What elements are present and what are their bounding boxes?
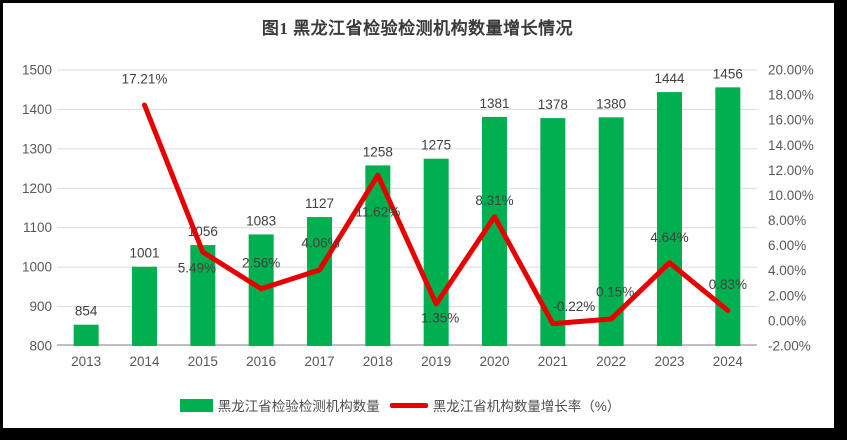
bar-series-label: 黑龙江省检验检测机构数量 <box>217 399 380 414</box>
left-axis-tick: 1100 <box>23 220 52 235</box>
left-axis-tick: 1500 <box>22 63 52 78</box>
x-axis-tick: 2013 <box>71 354 101 369</box>
left-axis-tick: 1300 <box>22 141 52 156</box>
bar <box>657 92 682 346</box>
x-axis-tick: 2017 <box>304 354 334 369</box>
left-axis-tick: 900 <box>29 299 52 314</box>
x-axis-tick: 2018 <box>363 354 393 369</box>
right-axis-tick: 10.00% <box>768 188 814 203</box>
line-value-label: 1.35% <box>421 310 459 325</box>
right-axis-tick: 12.00% <box>768 163 814 178</box>
right-axis-tick: 6.00% <box>768 238 806 253</box>
x-axis-tick: 2024 <box>713 354 744 369</box>
chart-background <box>3 3 834 428</box>
bar-value-label: 1381 <box>479 96 509 111</box>
chart-title: 图1 黑龙江省检验检测机构数量增长情况 <box>261 19 574 38</box>
bar-value-label: 1380 <box>596 96 626 111</box>
bar <box>73 324 99 346</box>
chart-legend: 黑龙江省检验检测机构数量 黑龙江省机构数量增长率（%） <box>0 395 800 415</box>
line-value-label: 8.31% <box>475 193 513 208</box>
legend-item-bars: 黑龙江省检验检测机构数量 <box>179 395 380 415</box>
line-value-label: 4.06% <box>301 235 339 250</box>
right-axis-tick: 16.00% <box>768 113 814 128</box>
growth-line <box>142 102 731 327</box>
right-axis-tick: 0.00% <box>768 313 806 328</box>
bar-value-label: 1258 <box>363 144 393 159</box>
legend-item-line: 黑龙江省机构数量增长率（%） <box>389 395 621 415</box>
x-axis-tick: 2023 <box>654 354 684 369</box>
line-value-label: 17.21% <box>122 72 168 87</box>
line-value-label: 2.56% <box>242 255 280 270</box>
right-axis-tick: 2.00% <box>768 288 806 303</box>
line-series-label: 黑龙江省机构数量增长率（%） <box>432 399 621 414</box>
bar-value-label: 1378 <box>538 97 568 112</box>
bar-value-label: 1275 <box>421 138 451 153</box>
x-axis-tick: 2014 <box>129 354 160 369</box>
left-axis-tick: 1400 <box>22 102 52 117</box>
x-axis-tick: 2021 <box>538 354 568 369</box>
right-axis-tick: 14.00% <box>768 138 814 153</box>
line-value-label: 0.15% <box>596 285 634 300</box>
x-axis-tick: 2022 <box>596 354 626 369</box>
right-axis-tick: 8.00% <box>768 213 806 228</box>
bar <box>132 266 157 346</box>
bar-value-label: 1127 <box>305 196 334 211</box>
bar-value-label: 1083 <box>246 213 276 228</box>
x-axis-tick: 2020 <box>479 354 509 369</box>
x-axis-tick: 2016 <box>246 354 276 369</box>
right-axis-tick: 4.00% <box>768 263 806 278</box>
line-value-label: 0.83% <box>709 277 747 292</box>
right-axis-tick: -2.00% <box>768 339 811 354</box>
line-value-label: 11.62% <box>355 205 400 220</box>
bar <box>715 87 741 346</box>
line-value-label: -0.22% <box>552 299 595 314</box>
bar-value-label: 854 <box>75 304 98 319</box>
line-value-label: 4.64% <box>650 230 688 245</box>
bar-value-label: 1456 <box>713 66 743 81</box>
line-value-label: 5.49% <box>178 261 216 276</box>
bar-value-label: 1444 <box>654 71 685 86</box>
x-axis-tick: 2019 <box>421 354 451 369</box>
left-axis-tick: 1200 <box>22 181 52 196</box>
left-axis-tick: 1000 <box>22 260 52 275</box>
bar-value-label: 1001 <box>129 246 159 261</box>
left-axis-tick: 800 <box>29 339 52 354</box>
bar <box>307 217 332 346</box>
line-series-swatch <box>389 402 428 408</box>
right-axis-tick: 20.00% <box>768 63 814 78</box>
x-axis-tick: 2015 <box>188 354 218 369</box>
bar <box>423 158 449 346</box>
right-axis-tick: 18.00% <box>768 88 814 103</box>
bar-series-swatch <box>179 398 213 412</box>
bar <box>190 245 216 346</box>
